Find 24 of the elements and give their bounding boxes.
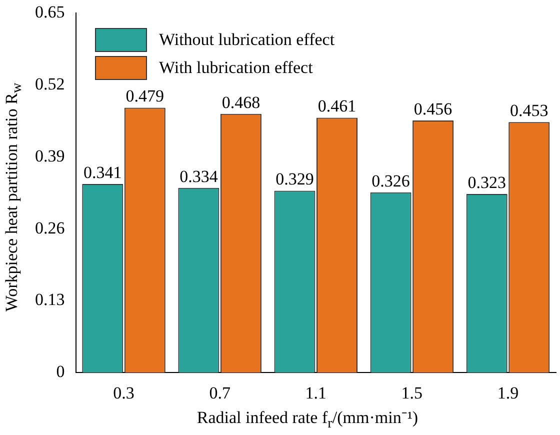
- y-tick-label: 0: [56, 362, 65, 382]
- y-tick-label: 0.65: [35, 2, 65, 22]
- y-tick-label: 0.13: [35, 290, 65, 310]
- y-tick-label: 0.52: [35, 74, 65, 94]
- data-label: 0.456: [414, 99, 452, 118]
- data-label: 0.326: [372, 171, 410, 190]
- legend-label: With lubrication effect: [159, 58, 313, 78]
- x-tick-label: 0.7: [209, 383, 231, 402]
- data-label: 0.341: [84, 163, 122, 182]
- x-tick-label: 1.1: [305, 383, 326, 402]
- x-tick-label: 0.3: [113, 383, 134, 402]
- data-label: 0.334: [180, 166, 218, 186]
- x-tick-label: 1.5: [401, 383, 423, 402]
- data-label: 0.479: [126, 86, 164, 106]
- data-label: 0.329: [276, 170, 314, 189]
- x-tick-label: 1.9: [497, 383, 519, 402]
- data-label: 0.461: [318, 96, 356, 116]
- y-tick-label: 0.26: [35, 218, 65, 238]
- data-label: 0.323: [468, 172, 506, 192]
- y-tick-label: 0.39: [35, 146, 65, 166]
- data-label: 0.453: [510, 101, 548, 120]
- x-axis-title: Radial infeed rate f$_{r}$/(mm·min⁻¹): [196, 407, 420, 432]
- data-label: 0.468: [222, 92, 260, 112]
- legend-label: Without lubrication effect: [159, 30, 335, 50]
